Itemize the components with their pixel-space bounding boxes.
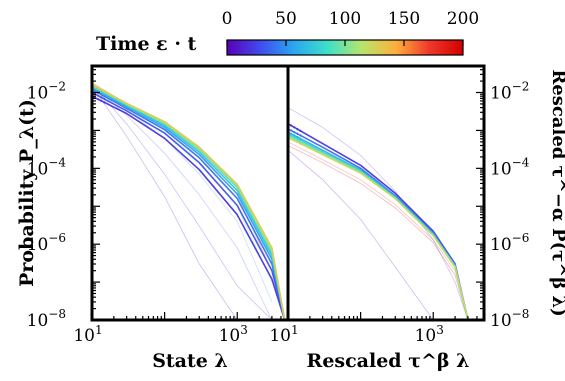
left-x-tick-label: 103 <box>219 323 248 346</box>
left-x-tick-label: 101 <box>73 323 102 346</box>
right-series-line <box>288 107 469 320</box>
left-series-line <box>92 84 273 320</box>
right-series-line <box>288 123 469 320</box>
right-series-point <box>290 124 293 127</box>
right-panel: 101 103 10−2 10−4 10−6 10−8 Rescaled τ^β λ Re… <box>269 64 565 372</box>
right-series-point <box>293 134 296 137</box>
right-series-line <box>288 141 469 320</box>
left-series-point <box>94 85 97 88</box>
left-series-line <box>92 82 273 271</box>
left-series-line <box>92 82 273 283</box>
right-series-line <box>288 145 469 320</box>
colorbar-tick-label: 50 <box>275 9 297 29</box>
right-series-line <box>288 131 469 320</box>
left-series-point <box>97 94 100 97</box>
right-y-tick-label: 10−2 <box>490 80 529 104</box>
right-x-tick-label: 103 <box>415 323 444 346</box>
right-series-point <box>290 134 293 137</box>
left-series-point <box>97 87 100 90</box>
left-series-line <box>92 84 286 320</box>
left-series-point <box>103 98 106 101</box>
left-y-tick-label: 10−8 <box>27 307 66 331</box>
left-series-point <box>100 96 103 99</box>
left-series-point <box>97 98 100 101</box>
right-series-point <box>296 132 299 135</box>
right-series-point <box>296 135 299 139</box>
left-series-line <box>92 84 286 320</box>
right-series-line <box>288 135 469 320</box>
right-series-point <box>299 129 302 132</box>
left-series-line <box>92 85 286 320</box>
left-series-point <box>103 101 106 104</box>
right-series-lines <box>288 107 469 320</box>
right-y-axis-label: Rescaled τ^−α P(τ^β λ) <box>548 69 565 316</box>
right-series-line <box>288 136 469 320</box>
right-series-point <box>296 141 299 144</box>
left-series-line <box>92 87 286 320</box>
right-series-point <box>296 137 299 140</box>
colorbar-tick-label: 150 <box>388 9 420 29</box>
right-series-point <box>293 126 296 129</box>
colorbar-tick-label: 100 <box>329 9 361 29</box>
right-series-point <box>290 129 293 132</box>
right-series-point <box>293 131 296 134</box>
left-series-lines <box>92 82 286 320</box>
right-series-line <box>288 149 468 320</box>
left-series-line <box>92 82 273 271</box>
right-series-point <box>299 134 302 137</box>
colorbar-ticks: 0 50 100 150 200 <box>222 9 479 46</box>
right-series-point <box>293 136 296 139</box>
right-series-line <box>288 133 469 320</box>
right-y-tick-label: 10−8 <box>490 307 529 331</box>
left-series-line <box>92 85 272 320</box>
right-series-point <box>290 138 293 141</box>
colorbar-label: Time ε · t <box>96 33 197 55</box>
right-ticks: 101 103 10−2 10−4 10−6 10−8 <box>269 65 530 346</box>
right-y-tick-label: 10−4 <box>490 155 530 179</box>
right-series-point <box>299 137 302 140</box>
right-series-point <box>299 139 302 142</box>
left-series-point <box>103 90 106 93</box>
right-series-line <box>288 128 469 320</box>
left-x-axis-label: State λ <box>152 350 228 372</box>
left-series-point <box>100 88 103 91</box>
colorbar-tick-label: 0 <box>222 9 233 29</box>
right-y-tick-label: 10−6 <box>490 231 529 255</box>
right-series-point <box>293 139 296 142</box>
right-series-point <box>299 142 302 145</box>
left-series-line <box>92 83 273 303</box>
colorbar: Time ε · t 0 50 100 150 200 <box>96 9 479 56</box>
colorbar-tick-label: 200 <box>447 9 479 29</box>
left-series-line <box>92 86 286 320</box>
left-y-axis-label: Probability P_λ(t) <box>16 99 38 287</box>
right-series-point <box>290 132 293 135</box>
right-x-axis-label: Rescaled τ^β λ <box>307 350 470 372</box>
right-series-point <box>296 128 299 131</box>
left-series-line <box>92 95 286 320</box>
left-series-point <box>100 99 103 102</box>
right-x-tick-label: 101 <box>269 323 298 346</box>
left-series-line <box>92 88 286 320</box>
left-series-line <box>92 91 286 320</box>
right-axes-frame <box>286 64 486 322</box>
